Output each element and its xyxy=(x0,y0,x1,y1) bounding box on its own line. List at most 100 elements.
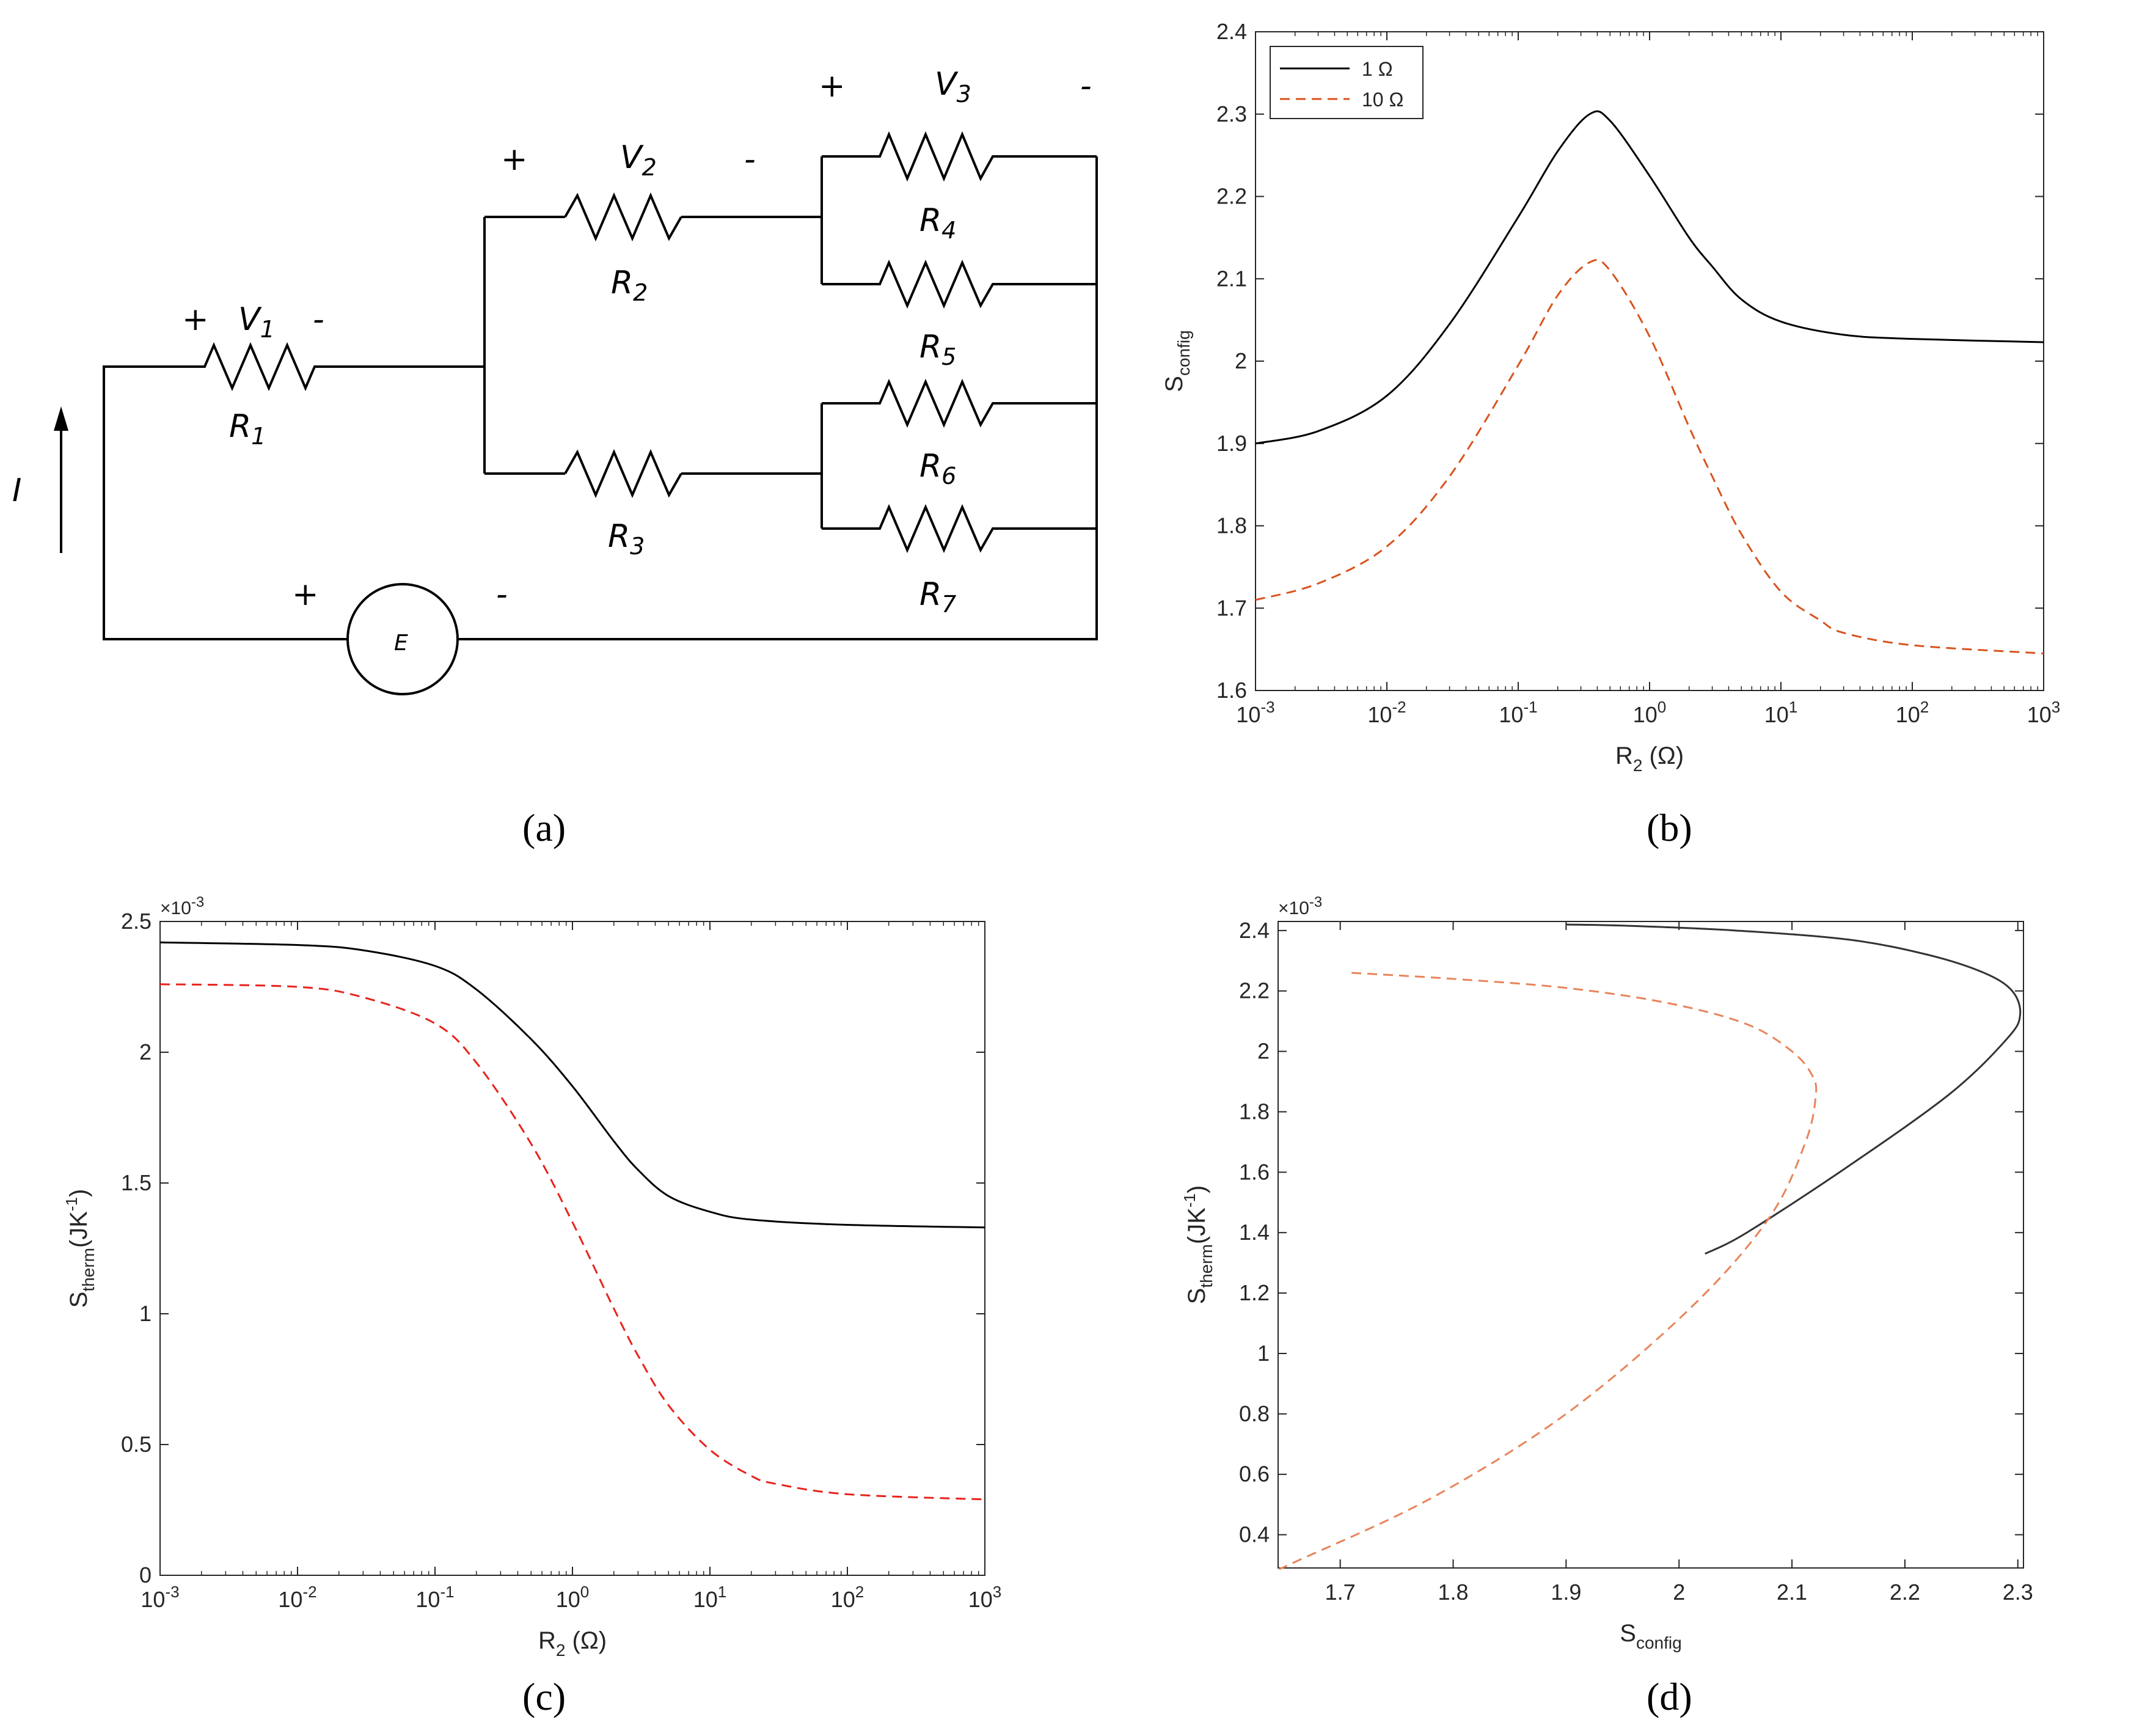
panel-c: 10-3 10-2 10-1 100 101 102 103 0 0.5 1 1.5 2 2.5 ×10-… xyxy=(0,874,1075,1736)
panel-b-label: (b) xyxy=(1647,806,1692,849)
source-label: E xyxy=(394,631,408,656)
circuit-diagram: I E + - + - + - + - V1 V2 V3 R1 R2 R3 R4… xyxy=(12,66,1098,695)
series-line-2 xyxy=(1255,258,2044,654)
r6-label: R6 xyxy=(919,448,956,489)
x-tick-label: 101 xyxy=(693,1583,727,1612)
plus-v3: + xyxy=(819,68,846,104)
current-label: I xyxy=(12,472,21,509)
panel-d-label: (d) xyxy=(1647,1675,1692,1718)
x-tick-label: 103 xyxy=(968,1583,1002,1612)
source-e xyxy=(346,583,459,695)
x-axis-label: R2 (Ω) xyxy=(538,1627,607,1660)
resistor-r5 xyxy=(822,259,1097,309)
minus-v2: - xyxy=(744,141,756,178)
minus-v3: - xyxy=(1080,68,1092,104)
x-tick-label: 1.8 xyxy=(1438,1580,1468,1605)
y-tick-label: 1.5 xyxy=(121,1170,152,1195)
v3-label: V3 xyxy=(935,66,971,108)
plus-v2: + xyxy=(501,141,528,178)
wire-left xyxy=(103,365,347,640)
resistor-r3 xyxy=(564,449,682,499)
y-axis-label: Sconfig xyxy=(1161,330,1193,392)
x-tick-label: 10-1 xyxy=(415,1583,454,1612)
y-tick-label: 1.8 xyxy=(1239,1099,1270,1124)
x-tick-label: 102 xyxy=(1896,698,1929,727)
y-axis-label: Stherm(JK-1) xyxy=(1180,1185,1216,1305)
y-tick-label: 2.3 xyxy=(1216,101,1247,126)
x-tick-label: 2 xyxy=(1673,1580,1685,1605)
x-tick-label: 103 xyxy=(2027,698,2061,727)
resistor-r6 xyxy=(822,378,1097,428)
y-tick-label: 1.6 xyxy=(1239,1159,1270,1184)
legend-box xyxy=(1270,46,1424,119)
y-tick-label: 2.5 xyxy=(121,909,152,934)
wire-bottom xyxy=(458,156,1098,640)
x-tick-label: 101 xyxy=(1764,698,1798,727)
plot-area xyxy=(1255,31,2044,691)
resistor-r7 xyxy=(822,504,1097,554)
minus-e: - xyxy=(496,576,508,613)
x-tick-label: 100 xyxy=(556,1583,590,1612)
y-tick-label: 1 xyxy=(139,1301,152,1326)
chart-b: 10-3 10-2 10-1 100 101 102 103 1.6 1.7 1.8 1.9 2 2.1… xyxy=(1161,19,2061,775)
x-tick-label: 10-2 xyxy=(1367,698,1406,727)
x-tick-label: 10-3 xyxy=(141,1583,179,1612)
r1-label: R1 xyxy=(229,408,266,450)
x-tick-label: 102 xyxy=(831,1583,864,1612)
r3-label: R3 xyxy=(608,518,645,560)
r5-label: R5 xyxy=(919,329,956,370)
r7-label: R7 xyxy=(919,576,956,618)
panel-c-label: (c) xyxy=(522,1675,566,1718)
panel-b: 10-3 10-2 10-1 100 101 102 103 1.6 1.7 1.8 1.9 2 2.1… xyxy=(1142,0,2153,855)
y-tick-label: 2.2 xyxy=(1239,978,1270,1003)
v1-label: V1 xyxy=(238,301,275,343)
y-tick-label: 1.8 xyxy=(1216,513,1247,538)
y-tick-label: 2.2 xyxy=(1216,184,1247,209)
y-tick-label: 1.7 xyxy=(1216,595,1247,620)
v2-label: V2 xyxy=(620,139,657,181)
series-line-1 xyxy=(1255,110,2044,445)
x-tick-label: 10-3 xyxy=(1236,698,1274,727)
panel-d: 1.7 1.8 1.9 2 2.1 2.2 2.3 0.4 0.6 0.8 1 1.2 1.4 1.6 1.… xyxy=(1142,874,2153,1736)
y-tick-label: 2 xyxy=(1235,348,1247,373)
y-tick-label: 1.9 xyxy=(1216,431,1247,456)
y-tick-label: 0 xyxy=(139,1562,152,1588)
x-tick-label: 10-1 xyxy=(1499,698,1537,727)
y-tick-label: 2 xyxy=(1257,1039,1270,1064)
chart-c: 10-3 10-2 10-1 100 101 102 103 0 0.5 1 1.5 2 2.5 ×10-… xyxy=(62,894,1002,1660)
y-tick-label: 2.1 xyxy=(1216,266,1247,291)
y-tick-label: 0.8 xyxy=(1239,1401,1270,1426)
y-multiplier: ×10-3 xyxy=(160,894,204,918)
x-tick-label: 2.1 xyxy=(1777,1580,1807,1605)
legend-label-1: 1 Ω xyxy=(1362,58,1393,80)
y-tick-label: 2 xyxy=(139,1039,152,1064)
x-tick-label: 1.9 xyxy=(1551,1580,1581,1605)
series-line-1 xyxy=(159,941,985,1229)
y-tick-label: 1.4 xyxy=(1239,1220,1270,1245)
plus-v1: + xyxy=(182,301,209,338)
resistor-r1 xyxy=(186,342,327,392)
resistor-r4 xyxy=(822,131,1097,182)
x-tick-label: 100 xyxy=(1633,698,1667,727)
y-tick-label: 0.6 xyxy=(1239,1462,1270,1487)
series-line-2 xyxy=(1279,972,1818,1570)
plus-e: + xyxy=(292,576,319,613)
minus-v1: - xyxy=(313,301,324,338)
panel-a: I E + - + - + - + - V1 V2 V3 R1 R2 R3 R4… xyxy=(0,0,1142,849)
r2-label: R2 xyxy=(611,265,648,306)
y-multiplier: ×10-3 xyxy=(1278,894,1322,918)
x-tick-label: 2.2 xyxy=(1890,1580,1920,1605)
x-tick-label: 1.7 xyxy=(1325,1580,1356,1605)
x-axis-label: Sconfig xyxy=(1620,1620,1681,1652)
series-line-1 xyxy=(1566,923,2022,1255)
resistor-r2 xyxy=(564,192,682,242)
y-tick-label: 1.6 xyxy=(1216,678,1247,703)
y-tick-label: 2.4 xyxy=(1216,19,1247,44)
panel-a-label: (a) xyxy=(522,806,566,849)
y-axis-label: Stherm(JK-1) xyxy=(62,1189,98,1308)
series-line-2 xyxy=(159,983,985,1501)
x-axis-label: R2 (Ω) xyxy=(1615,742,1684,775)
x-tick-label: 2.3 xyxy=(2003,1580,2033,1605)
y-tick-label: 1.2 xyxy=(1239,1280,1270,1305)
r4-label: R4 xyxy=(919,202,956,244)
